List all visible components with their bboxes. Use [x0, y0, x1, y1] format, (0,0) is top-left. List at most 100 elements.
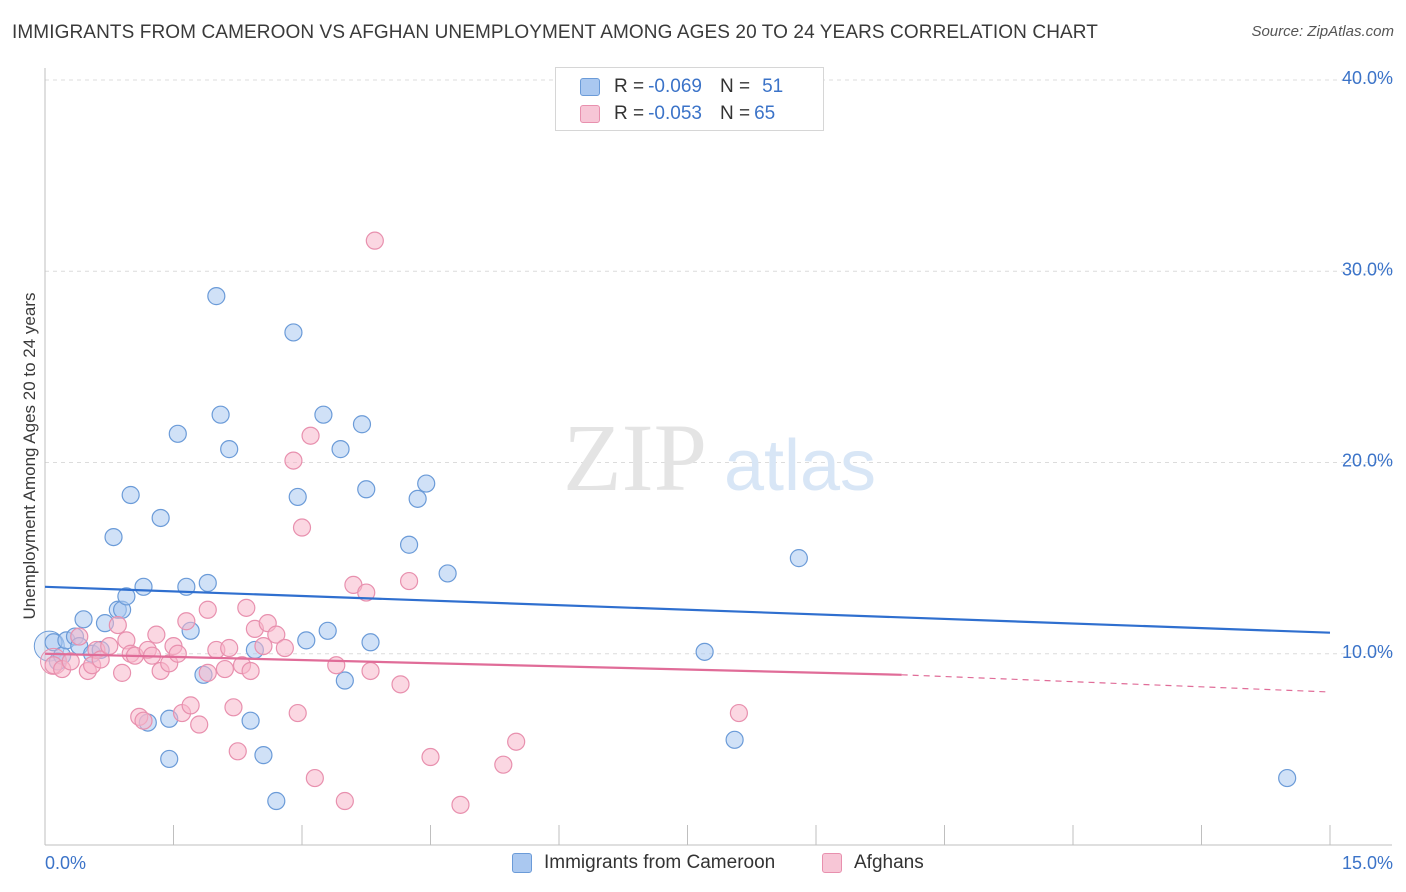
legend-row-cameroon: R = -0.069 N = 51 — [580, 75, 801, 99]
cameroon-point — [695, 642, 714, 661]
afghans-point — [365, 231, 384, 250]
afghans-point — [147, 625, 166, 644]
cameroon-point — [288, 487, 307, 507]
cameroon-point — [361, 633, 380, 652]
series-legend-item-afghans: Afghans — [822, 852, 924, 874]
afghans-point — [288, 703, 307, 723]
series-legend-label: Immigrants from Cameroon — [544, 852, 776, 873]
afghans-point — [215, 659, 234, 679]
afghans-point — [305, 768, 324, 788]
afghans-point — [198, 600, 217, 619]
afghans-point — [112, 663, 132, 682]
afghans-point — [190, 715, 209, 734]
afghans-point — [361, 661, 380, 681]
axes — [44, 68, 1392, 846]
cameroon-point — [331, 440, 350, 459]
afghans-point — [391, 675, 410, 694]
chart-title: IMMIGRANTS FROM CAMEROON VS AFGHAN UNEMP… — [12, 22, 1098, 43]
afghans-point — [61, 652, 80, 671]
afghans-point — [494, 755, 513, 774]
cameroon-point — [241, 711, 260, 730]
afghans-point — [181, 696, 200, 715]
y-tick-label: 10.0% — [1342, 642, 1393, 662]
legend-n-value: 51 — [762, 76, 784, 97]
cameroon-point — [160, 749, 179, 769]
afghans-point — [134, 711, 153, 730]
watermark-zip: ZIP — [563, 404, 707, 511]
cameroon-point — [168, 424, 187, 443]
x-tick-label: 0.0% — [45, 853, 86, 873]
cameroon-point — [417, 474, 436, 493]
cameroon-point — [335, 671, 354, 690]
afghans-point — [100, 636, 119, 656]
trend-lines — [44, 585, 1331, 693]
legend-n-value: 65 — [754, 103, 776, 124]
series-afghans-points — [40, 231, 749, 814]
cameroon-point — [134, 577, 153, 596]
afghans-point — [108, 615, 127, 635]
afghans-trend-extension — [901, 674, 1331, 693]
afghans-point — [421, 747, 440, 767]
legend-r-value: -0.069 — [648, 76, 702, 97]
cameroon-point — [267, 791, 286, 811]
cameroon-point — [725, 730, 744, 749]
cameroon-point — [399, 535, 419, 554]
cameroon-point — [198, 573, 217, 593]
legend-r-value: -0.053 — [648, 103, 702, 124]
afghans-point — [327, 656, 346, 675]
watermark: ZIP atlas — [563, 404, 876, 511]
y-tick-label: 40.0% — [1342, 68, 1393, 88]
afghans-point — [399, 571, 419, 591]
cameroon-point — [284, 323, 303, 342]
series-swatch-blue — [512, 853, 532, 873]
afghans-point — [335, 791, 354, 811]
legend-row-afghans: R = -0.053 N = 65 — [580, 102, 793, 126]
afghans-point — [228, 742, 247, 761]
legend-r-label: R = — [614, 103, 645, 124]
cameroon-point — [254, 746, 273, 765]
cameroon-point — [151, 508, 170, 528]
afghans-point — [220, 638, 239, 658]
cameroon-point — [438, 564, 457, 583]
afghans-point — [729, 703, 749, 723]
cameroon-point — [408, 489, 427, 508]
afghans-point — [70, 627, 89, 646]
afghans-point — [177, 612, 196, 631]
series-legend: Immigrants from Cameroon Afghans — [0, 852, 1406, 878]
cameroon-point — [789, 549, 808, 568]
legend-n-label: N = — [719, 103, 751, 124]
cameroon-point — [74, 610, 93, 629]
cameroon-point — [104, 527, 123, 547]
legend-r-label: R = — [614, 76, 645, 97]
series-cameroon-points — [33, 287, 1297, 811]
cameroon-point — [1278, 768, 1297, 788]
series-legend-item-cameroon: Immigrants from Cameroon — [512, 852, 775, 874]
afghans-point — [241, 661, 260, 681]
cameroon-point — [117, 587, 136, 606]
cameroon-point — [352, 415, 372, 434]
series-swatch-pink — [822, 853, 842, 873]
cameroon-point — [297, 631, 316, 650]
y-axis-label: Unemployment Among Ages 20 to 24 years — [20, 292, 39, 620]
legend-n-label: N = — [719, 76, 751, 97]
afghans-point — [224, 698, 243, 717]
series-legend-label: Afghans — [854, 852, 924, 873]
afghans-point — [267, 625, 286, 644]
afghans-point — [451, 795, 470, 814]
cameroon-point — [211, 405, 230, 424]
afghans-point — [292, 518, 312, 537]
afghans-point — [168, 644, 187, 663]
afghans-point — [357, 583, 376, 602]
afghans-point — [254, 636, 273, 656]
correlation-legend: R = -0.069 N = 51 R = -0.053 N = 65 — [555, 67, 824, 131]
tick-labels: 10.0% 20.0% 30.0% 40.0% 0.0% 15.0% — [45, 68, 1393, 873]
afghans-trend-line — [44, 652, 902, 676]
afghans-point — [507, 732, 526, 751]
afghans-point — [275, 638, 294, 658]
gridlines — [45, 79, 1392, 655]
cameroon-point — [318, 621, 337, 640]
afghans-point — [237, 598, 256, 617]
cameroon-point — [357, 480, 376, 499]
cameroon-point — [207, 287, 226, 306]
